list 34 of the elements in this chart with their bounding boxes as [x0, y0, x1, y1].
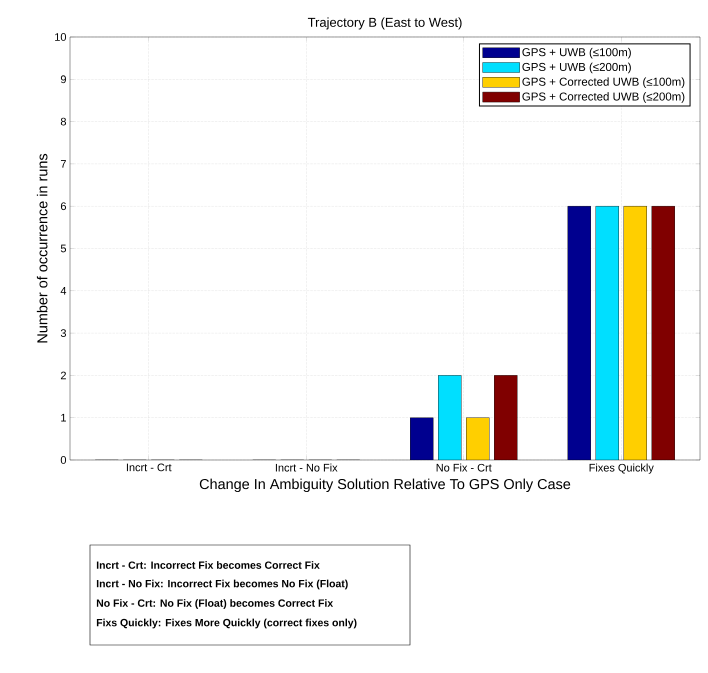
bar [466, 418, 490, 460]
legend-label: GPS + UWB (≤200m) [522, 62, 631, 74]
y-axis-title: Number of occurrence in runs [36, 154, 48, 342]
x-tick-label: Fixes Quickly [590, 464, 654, 474]
y-tick-label: 10 [55, 33, 66, 41]
y-tick-label: 2 [60, 372, 66, 380]
bar [652, 206, 675, 460]
x-tick-label: No Fix - Crt [436, 464, 492, 472]
y-tick-label: 0 [60, 456, 66, 464]
legend-label: GPS + Corrected UWB (≤200m) [522, 92, 684, 103]
y-tick-label: 3 [60, 329, 66, 337]
bar [624, 206, 647, 460]
bar [494, 375, 518, 460]
text: Fixs Quickly: Fixes More Quickly (correct fixes only) [96, 618, 356, 628]
y-tick-label: 5 [60, 244, 66, 252]
text: No Fix - Crt: No Fix (Float) becomes Correct Fix [96, 599, 334, 609]
x-axis-title: Change In Ambiguity Solution Relative To GPS Only Case [200, 478, 570, 492]
y-tick-label: 6 [60, 202, 66, 210]
y-tick-label: 9 [60, 75, 66, 84]
chart-title: Trajectory B (East to West) [308, 17, 462, 30]
y-tick-label: 1 [61, 414, 66, 422]
y-tick-label: 4 [60, 287, 66, 295]
y-tick-label: 8 [60, 118, 66, 126]
legend-label: GPS + Corrected UWB (≤100m) [522, 77, 684, 88]
bar [568, 206, 591, 460]
text: Incrt - Crt: Incorrect Fix becomes Correct Fix [96, 561, 320, 569]
text: Incrt - No Fix: Incorrect Fix becomes No Fix (Float) [96, 580, 348, 590]
bar [438, 375, 462, 460]
y-tick-label: 7 [60, 160, 66, 168]
legend-label: GPS + UWB (≤100m) [522, 48, 631, 58]
bar [410, 418, 434, 460]
bar [596, 206, 619, 460]
x-tick-label: Incrt - Crt [126, 464, 172, 472]
x-tick-label: Incrt - No Fix [276, 464, 338, 472]
